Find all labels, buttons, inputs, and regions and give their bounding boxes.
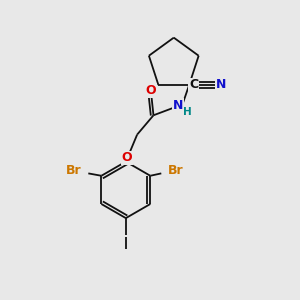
Text: N: N (173, 99, 183, 112)
Text: H: H (183, 107, 192, 117)
Text: O: O (146, 84, 156, 97)
Text: O: O (122, 151, 132, 164)
Text: Br: Br (168, 164, 184, 177)
Text: N: N (216, 79, 226, 92)
Text: C: C (189, 79, 198, 92)
Text: Br: Br (66, 164, 82, 177)
